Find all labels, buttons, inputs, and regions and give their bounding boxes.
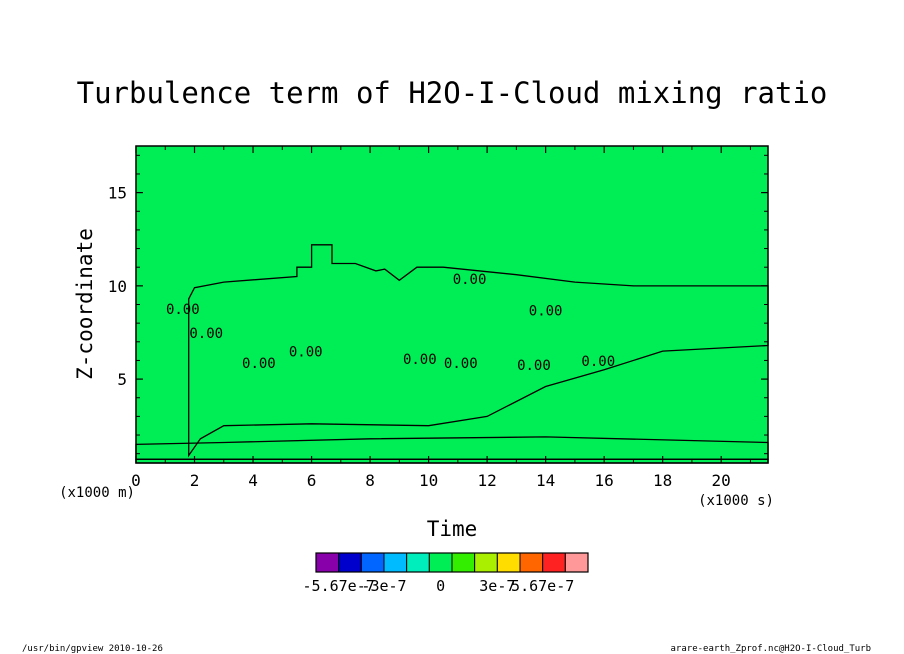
colorbar-swatch xyxy=(519,552,544,573)
plot-area: 0.000.000.000.000.000.000.000.00 0.00 0.00… xyxy=(108,145,769,490)
chart-title: Turbulence term of H2O-I-Cloud mixing ra… xyxy=(77,76,828,110)
y-tick-label: 10 xyxy=(108,277,127,296)
field-regions xyxy=(136,244,768,463)
colorbar-swatch xyxy=(564,552,589,573)
x-tick-label: 6 xyxy=(307,471,317,490)
x-tick-label: 14 xyxy=(536,471,555,490)
contour-labels: 0.00 0.00 0.00 0.00 0.00 0.00 0.00 0.00 0.00 0.00 xyxy=(166,272,615,374)
x-tick-label: 8 xyxy=(365,471,375,490)
x-tick-label: 4 xyxy=(248,471,258,490)
y-axis-label: Z-coordinate xyxy=(73,228,97,380)
x-tick-label: 16 xyxy=(595,471,614,490)
colorbar-label: -3e-7 xyxy=(361,577,406,595)
colorbar-swatch xyxy=(406,552,430,573)
contour-label: 0.00 xyxy=(242,356,276,372)
contour-label: 0.00 xyxy=(289,345,323,361)
x-tick-label: 10 xyxy=(419,471,438,490)
colorbar-label: 5.67e-7 xyxy=(511,577,574,595)
colorbar-label: -5.67e-7 xyxy=(303,577,375,595)
y-tick-label: 5 xyxy=(117,370,127,389)
contour-label: 0.00 xyxy=(403,352,437,368)
footer-left: /usr/bin/gpview 2010-10-26 xyxy=(22,644,163,654)
colorbar-label: 0 xyxy=(436,577,445,595)
contour-label: 0.00 xyxy=(444,356,478,372)
y-axis: 5 10 15 xyxy=(108,154,768,455)
contour-slightly-negative-plume xyxy=(188,244,769,458)
x-tick-label: 20 xyxy=(712,471,731,490)
x-axis: 0 2 4 6 8 10 12 14 16 18 20 xyxy=(131,146,751,490)
x-tick-label: 2 xyxy=(190,471,200,490)
x-axis-unit: (x1000 s) xyxy=(698,493,774,509)
contour-label: 0.00 xyxy=(453,272,487,288)
colorbar-swatch xyxy=(542,552,566,573)
colorbar-frame xyxy=(315,552,589,573)
colorbar-swatch xyxy=(383,552,408,573)
colorbar-swatch xyxy=(451,552,476,573)
colorbar-swatch xyxy=(474,552,498,573)
contour-label: 0.00 xyxy=(517,358,551,374)
colorbar xyxy=(315,552,589,573)
y-axis-unit: (x1000 m) xyxy=(59,485,135,501)
colorbar-swatch xyxy=(496,552,521,573)
x-tick-label: 12 xyxy=(477,471,496,490)
contour-label: 0.00 xyxy=(189,326,223,342)
contour-label: 0.00 xyxy=(529,304,563,320)
y-tick-label: 15 xyxy=(108,184,127,203)
colorbar-swatch xyxy=(428,552,453,573)
colorbar-swatch xyxy=(360,552,385,573)
colorbar-label: 3e-7 xyxy=(479,577,515,595)
region-lower-neutral-layer xyxy=(136,459,768,463)
colorbar-swatch xyxy=(315,552,340,573)
contour-label: 0.00 xyxy=(581,354,615,370)
region-surface-negative-band xyxy=(136,436,768,460)
x-axis-label: Time xyxy=(427,517,478,541)
contour-label: 0.00 xyxy=(166,302,200,318)
region-slightly-negative-plume xyxy=(188,244,768,456)
x-tick-label: 18 xyxy=(653,471,672,490)
colorbar-labels: -5.67e-7-3e-7 0 3e-75.67e-7 xyxy=(303,577,575,595)
x-tick-label: 0 xyxy=(131,471,141,490)
colorbar-swatch xyxy=(338,552,362,573)
footer-right: arare-earth_Zprof.nc@H2O-I-Cloud_Turb xyxy=(671,644,871,654)
